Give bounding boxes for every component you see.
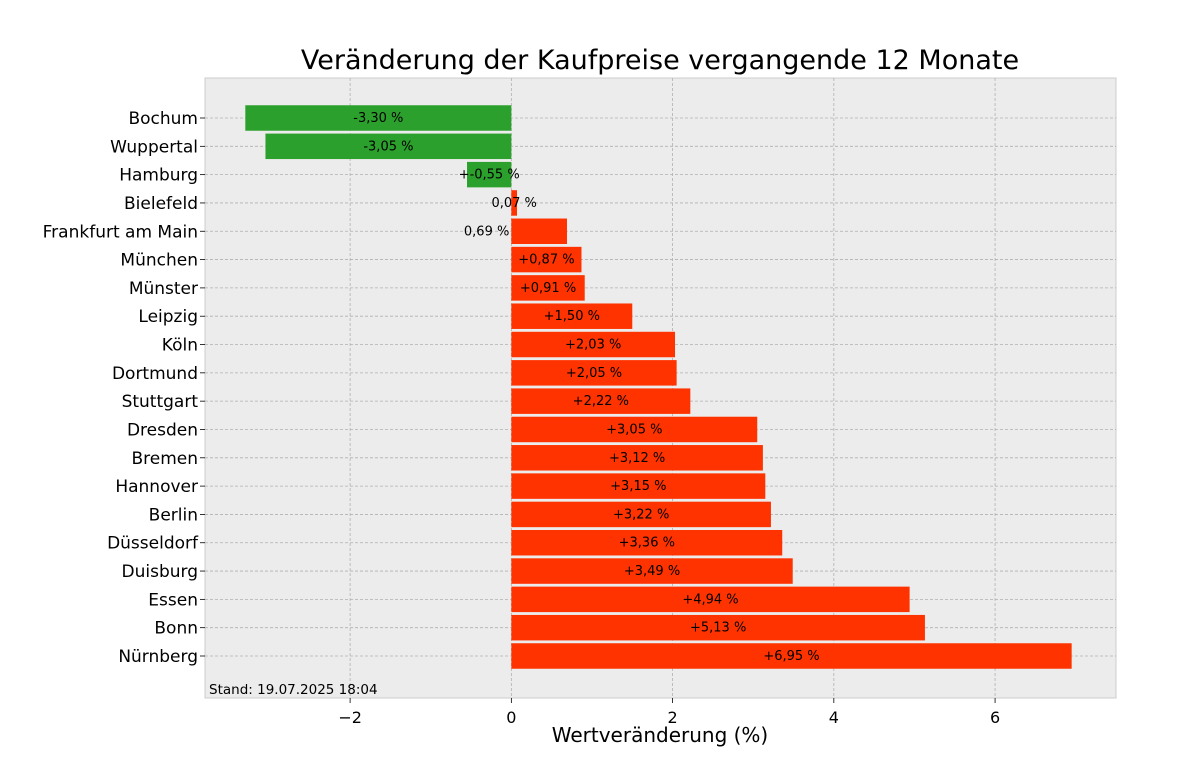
bar bbox=[511, 586, 910, 613]
category-label: Hannover bbox=[115, 477, 198, 497]
bar bbox=[511, 614, 925, 641]
category-label: München bbox=[120, 251, 198, 271]
data-label: +3,22 % bbox=[613, 507, 669, 522]
category-label: Münster bbox=[129, 279, 198, 299]
data-label: +1,50 % bbox=[544, 309, 600, 324]
data-label: +3,49 % bbox=[624, 564, 680, 579]
data-label: -3,30 % bbox=[353, 111, 403, 126]
timestamp-note: Stand: 19.07.2025 18:04 bbox=[209, 682, 378, 698]
category-label: Berlin bbox=[149, 505, 198, 525]
x-tick-label: 2 bbox=[667, 708, 677, 727]
bar bbox=[511, 331, 676, 358]
data-labels: -3,30 % -3,05 % +-0,55 % 0,07 % 0,69 % +0,87 … bbox=[353, 111, 819, 664]
bar bbox=[511, 246, 582, 273]
category-label: Bremen bbox=[131, 449, 198, 469]
data-label: +2,03 % bbox=[565, 338, 621, 353]
category-labels: Bochum Wuppertal Hamburg Bielefeld Frankfurt… bbox=[43, 109, 205, 667]
x-tick-label: 0 bbox=[506, 708, 516, 727]
category-label: Frankfurt am Main bbox=[43, 222, 198, 242]
data-label: 0,69 % bbox=[464, 224, 509, 239]
category-label: Dresden bbox=[127, 420, 198, 440]
x-tick-label: 4 bbox=[829, 708, 839, 727]
data-label: 0,07 % bbox=[491, 196, 536, 211]
bar bbox=[511, 643, 1072, 669]
data-label: +2,22 % bbox=[573, 394, 629, 409]
bar bbox=[467, 161, 512, 188]
bar bbox=[511, 190, 517, 216]
category-label: Dortmund bbox=[112, 364, 198, 384]
x-axis-label: Wertveränderung (%) bbox=[552, 723, 769, 747]
category-label: Nürnberg bbox=[118, 647, 198, 667]
data-label: -3,05 % bbox=[363, 139, 413, 154]
bar bbox=[511, 501, 771, 528]
category-label: Wuppertal bbox=[110, 137, 198, 157]
bar bbox=[511, 303, 633, 329]
data-label: +-0,55 % bbox=[459, 168, 520, 183]
category-label: Essen bbox=[148, 590, 198, 610]
data-label: +3,15 % bbox=[610, 479, 666, 494]
data-label: +2,05 % bbox=[566, 366, 622, 381]
category-label: Bielefeld bbox=[124, 194, 198, 214]
category-label: Bochum bbox=[128, 109, 198, 129]
bar bbox=[511, 388, 691, 414]
bar bbox=[511, 360, 677, 386]
bar bbox=[511, 529, 783, 556]
category-label: Stuttgart bbox=[122, 392, 199, 412]
bar bbox=[511, 558, 793, 584]
data-label: +3,12 % bbox=[609, 451, 665, 466]
category-label: Leipzig bbox=[138, 307, 198, 327]
bar bbox=[511, 445, 763, 471]
category-label: Bonn bbox=[154, 619, 198, 639]
data-label: +4,94 % bbox=[682, 592, 738, 607]
category-label: Köln bbox=[162, 336, 198, 356]
bar bbox=[511, 275, 585, 301]
category-label: Düsseldorf bbox=[107, 534, 199, 554]
data-label: +3,36 % bbox=[619, 536, 675, 551]
data-label: +3,05 % bbox=[606, 422, 662, 437]
bar bbox=[245, 105, 512, 131]
bars bbox=[245, 105, 1072, 669]
category-label: Hamburg bbox=[119, 166, 198, 186]
bar bbox=[511, 416, 758, 443]
bar bbox=[511, 218, 567, 245]
chart-title: Veränderung der Kaufpreise vergangende 1… bbox=[301, 45, 1019, 76]
bar bbox=[265, 133, 512, 160]
data-label: +6,95 % bbox=[763, 649, 819, 664]
bar bbox=[511, 473, 766, 499]
data-label: +0,91 % bbox=[520, 281, 576, 296]
data-label: +5,13 % bbox=[690, 621, 746, 636]
x-tick-label: −2 bbox=[338, 708, 362, 727]
data-label: +0,87 % bbox=[518, 253, 574, 268]
x-axis-ticks: −2 0 2 4 6 bbox=[338, 698, 1000, 727]
category-label: Duisburg bbox=[122, 562, 199, 582]
x-tick-label: 6 bbox=[990, 708, 1000, 727]
